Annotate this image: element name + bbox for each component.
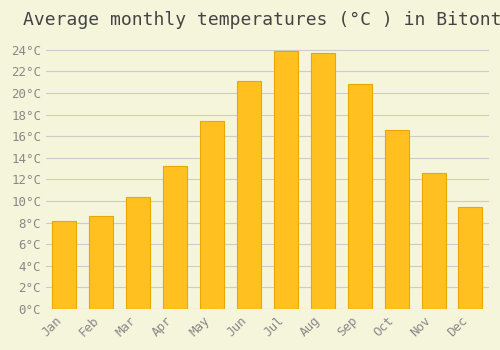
Bar: [200, 121, 224, 309]
Bar: [311, 53, 335, 309]
Bar: [274, 51, 298, 309]
Bar: [237, 81, 261, 309]
Title: Average monthly temperatures (°C ) in Bitonto: Average monthly temperatures (°C ) in Bi…: [22, 11, 500, 29]
Bar: [163, 166, 187, 309]
Bar: [384, 130, 408, 309]
Bar: [126, 197, 150, 309]
Bar: [458, 208, 482, 309]
Bar: [348, 84, 372, 309]
Bar: [90, 216, 114, 309]
Bar: [52, 222, 76, 309]
Bar: [422, 173, 446, 309]
